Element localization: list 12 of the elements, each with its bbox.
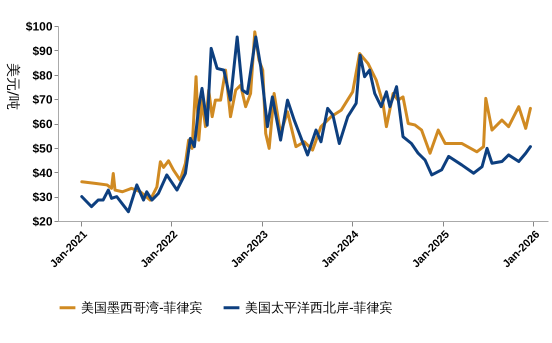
legend-label: 美国太平洋西北岸-菲律宾 [245,300,393,316]
y-tick-label: $80 [32,68,53,82]
y-tick-label: $60 [32,117,53,131]
y-tick-label: $30 [32,190,53,204]
y-axis-title: 美元/吨 [4,63,20,110]
legend-label: 美国墨西哥湾-菲律宾 [81,300,203,316]
y-tick-label: $50 [32,141,53,156]
y-tick-label: $20 [32,214,53,228]
y-tick-label: $70 [32,92,53,107]
y-tick-label: $100 [26,20,53,34]
y-tick-label: $40 [32,166,53,180]
y-tick-label: $90 [32,44,53,58]
